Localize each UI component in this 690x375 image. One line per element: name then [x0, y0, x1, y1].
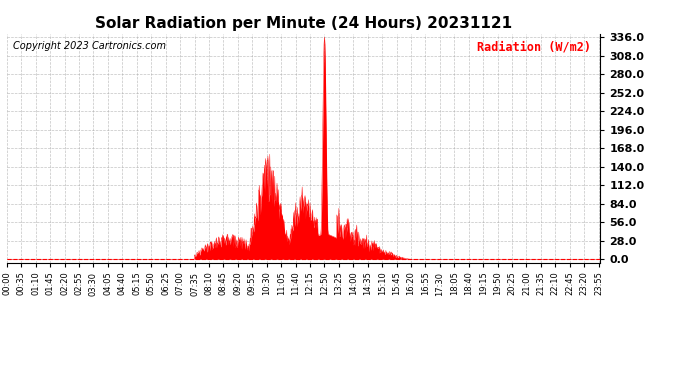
- Text: Copyright 2023 Cartronics.com: Copyright 2023 Cartronics.com: [13, 40, 166, 51]
- Text: Radiation (W/m2): Radiation (W/m2): [477, 40, 591, 54]
- Title: Solar Radiation per Minute (24 Hours) 20231121: Solar Radiation per Minute (24 Hours) 20…: [95, 16, 512, 31]
